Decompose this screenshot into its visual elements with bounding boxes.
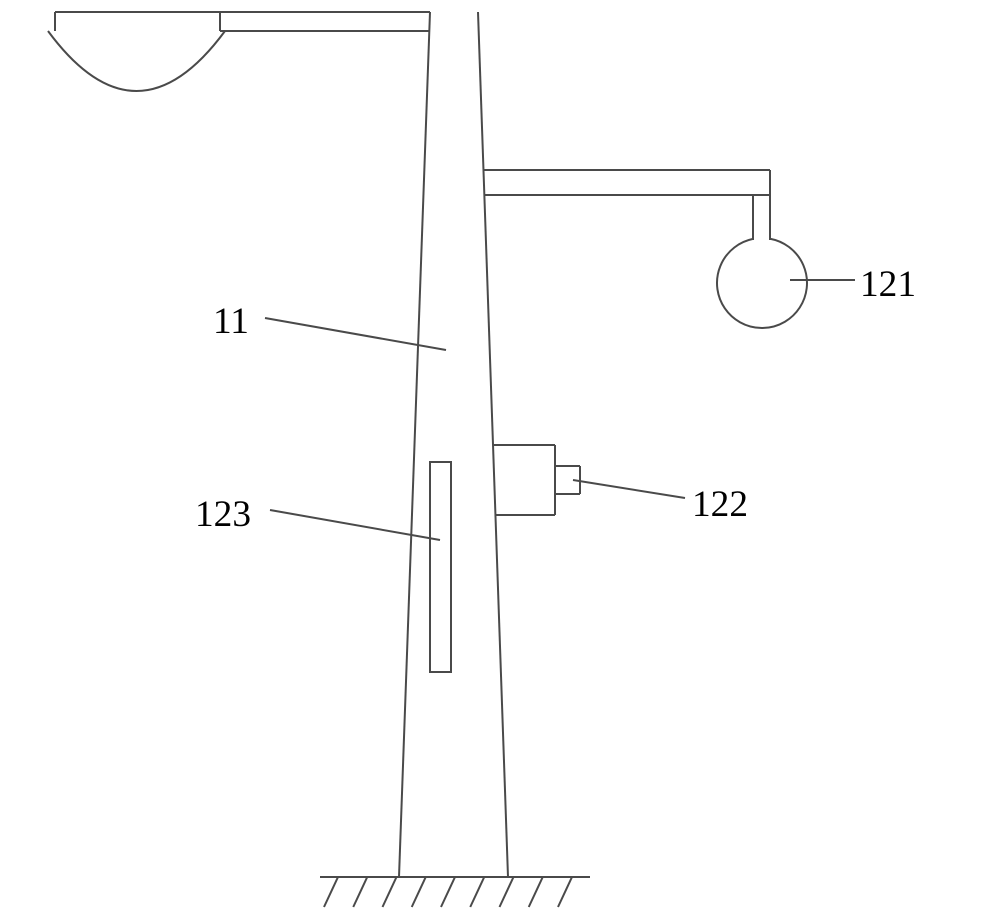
- label-121: 121: [860, 263, 916, 306]
- ground-hatch: [500, 877, 514, 907]
- panel-rect: [430, 462, 451, 672]
- ground-hatch: [324, 877, 338, 907]
- ground-hatch: [558, 877, 572, 907]
- ground-hatch: [412, 877, 426, 907]
- dome-circle: [717, 239, 807, 328]
- pole-left-edge: [399, 12, 430, 877]
- ground-hatch: [529, 877, 543, 907]
- label-11: 11: [213, 300, 249, 343]
- ground-hatch: [470, 877, 484, 907]
- label-122: 122: [692, 483, 748, 526]
- ground-hatch: [383, 877, 397, 907]
- leader-l122: [573, 480, 685, 498]
- ground-hatch: [353, 877, 367, 907]
- lamp-head-bowl: [48, 31, 225, 91]
- label-123: 123: [195, 493, 251, 536]
- leader-l123: [270, 510, 440, 540]
- ground-hatch: [441, 877, 455, 907]
